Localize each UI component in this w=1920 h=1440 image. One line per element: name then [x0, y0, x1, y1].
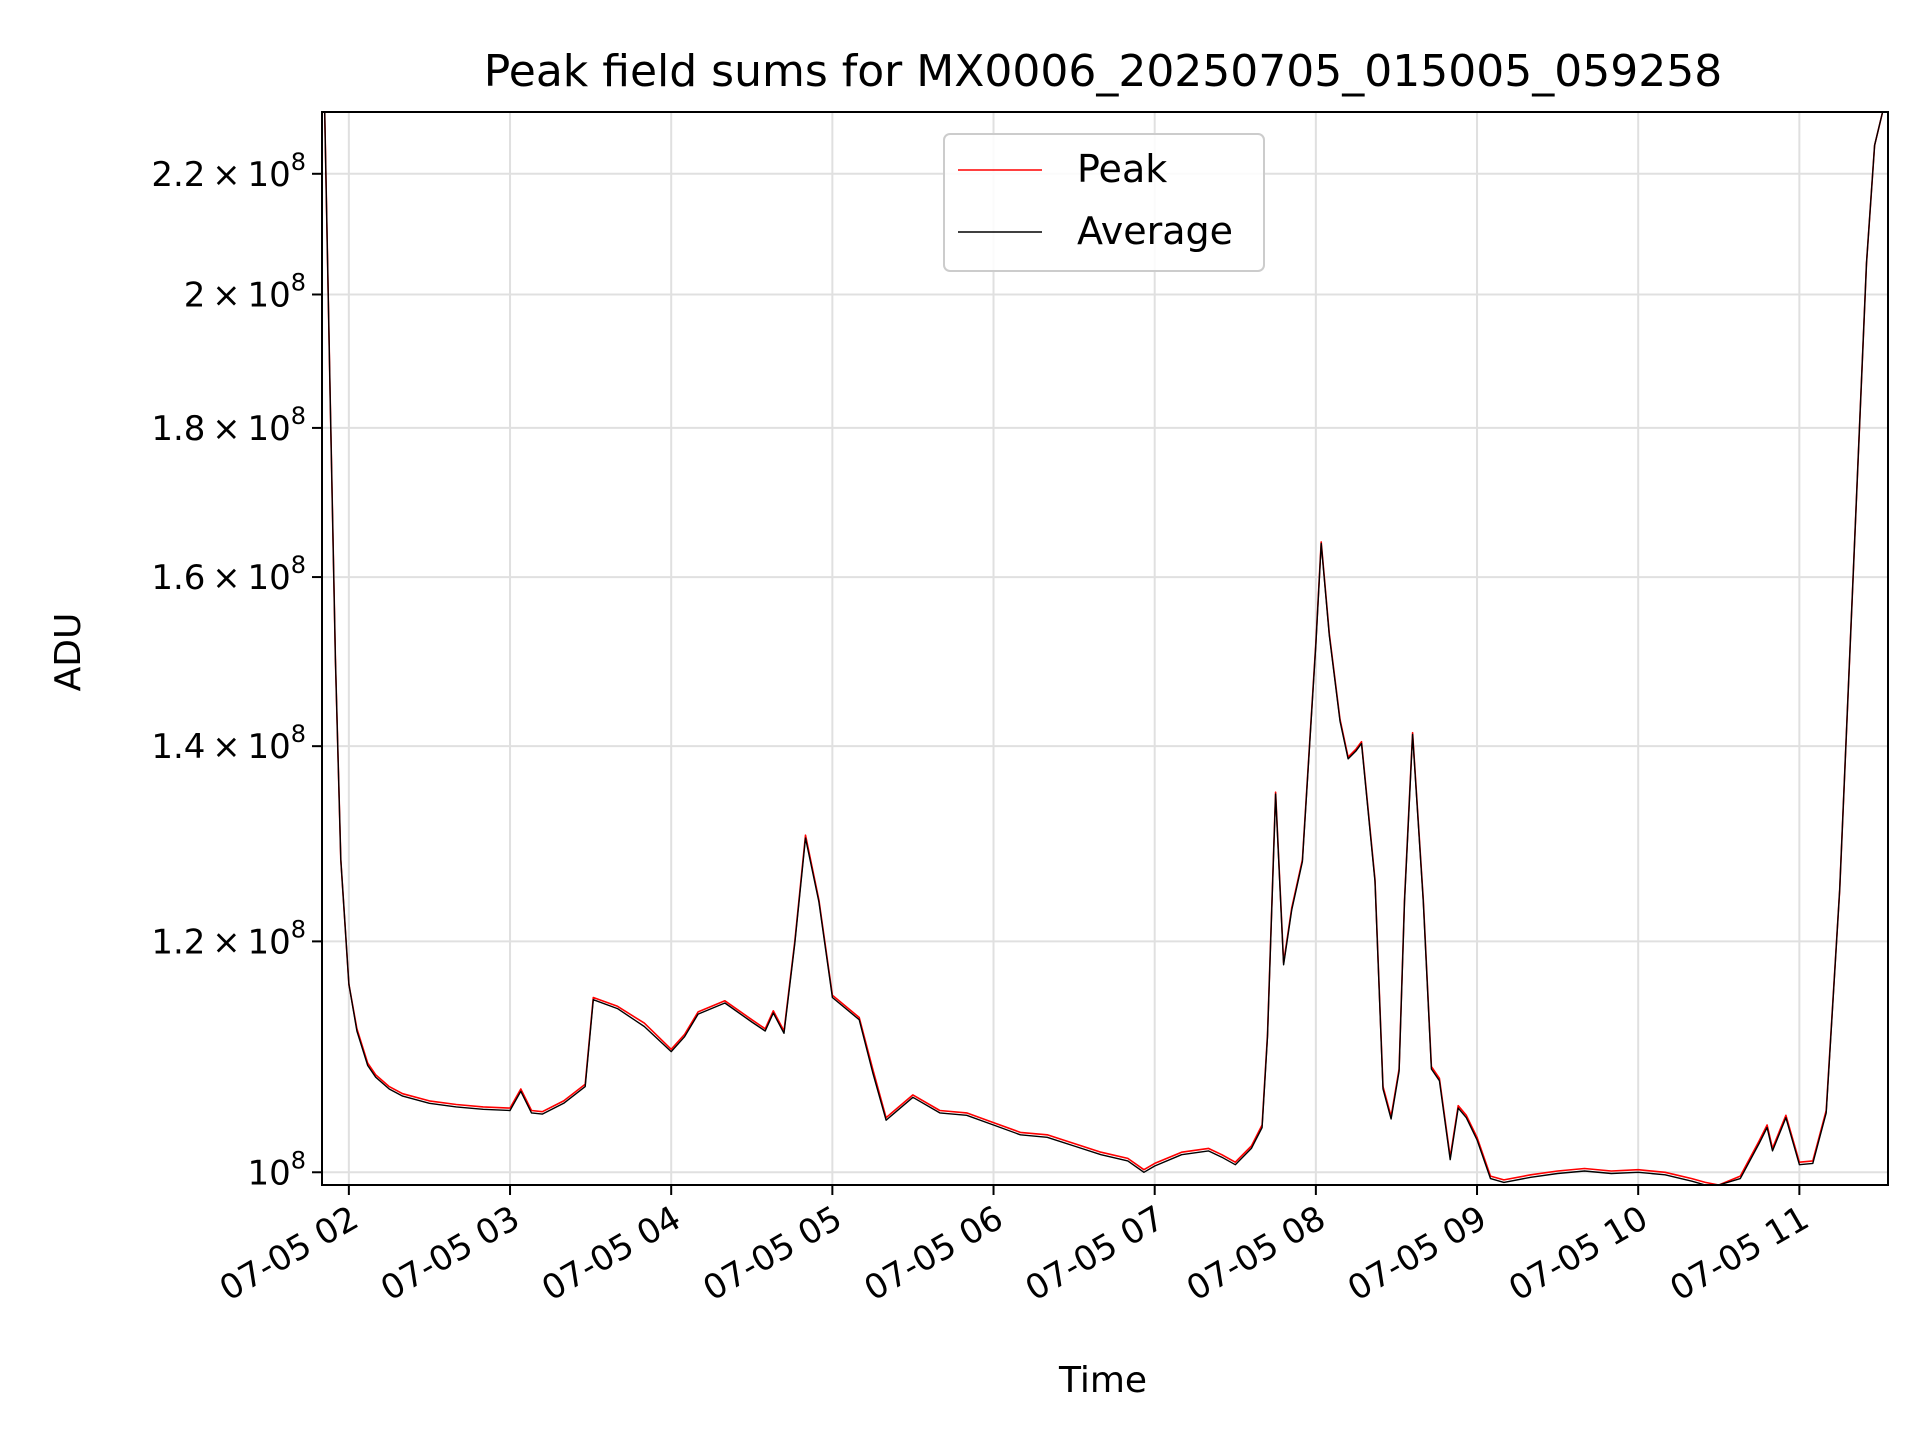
- y-tick-label: 1.8 × 108: [151, 402, 306, 449]
- tick-layer: 07-05 02 07-05 03 07-05 04 07-05 05 07-05 06…: [151, 148, 1816, 1309]
- x-tick-label: 07-05 08: [1180, 1198, 1332, 1309]
- y-tick-label: 1.4 × 108: [151, 720, 306, 767]
- x-tick-label: 07-05 06: [858, 1198, 1010, 1309]
- x-tick-label: 07-05 11: [1663, 1198, 1815, 1309]
- legend-label-average: Average: [1077, 209, 1233, 253]
- x-tick-label: 07-05 10: [1502, 1198, 1654, 1309]
- x-tick-label: 07-05 09: [1341, 1198, 1493, 1309]
- chart-title: Peak field sums for MX0006_20250705_0150…: [484, 46, 1722, 97]
- series-line-average: [322, 112, 1888, 1185]
- plot-frame: [321, 111, 1889, 1186]
- x-tick-label: 07-05 03: [374, 1198, 526, 1309]
- x-tick-label: 07-05 04: [535, 1198, 687, 1309]
- y-tick-label: 108: [247, 1146, 306, 1193]
- legend-box: [943, 133, 1265, 272]
- legend: Peak Average: [943, 133, 1265, 272]
- grid-layer: [322, 112, 1888, 1185]
- series-layer: [322, 112, 1888, 1185]
- x-tick-label: 07-05 05: [696, 1198, 848, 1309]
- x-tick-label: 07-05 02: [213, 1198, 365, 1309]
- y-axis-label: ADU: [48, 613, 89, 692]
- x-tick-label: 07-05 07: [1019, 1198, 1171, 1309]
- legend-label-peak: Peak: [1077, 147, 1167, 191]
- x-axis-label: Time: [1058, 1360, 1147, 1401]
- y-tick-label: 1.2 × 108: [151, 915, 306, 962]
- y-tick-label: 2.2 × 108: [151, 148, 306, 195]
- y-tick-label: 1.6 × 108: [151, 551, 306, 598]
- series-line-peak: [322, 112, 1888, 1185]
- y-tick-label: 2 × 108: [184, 268, 306, 315]
